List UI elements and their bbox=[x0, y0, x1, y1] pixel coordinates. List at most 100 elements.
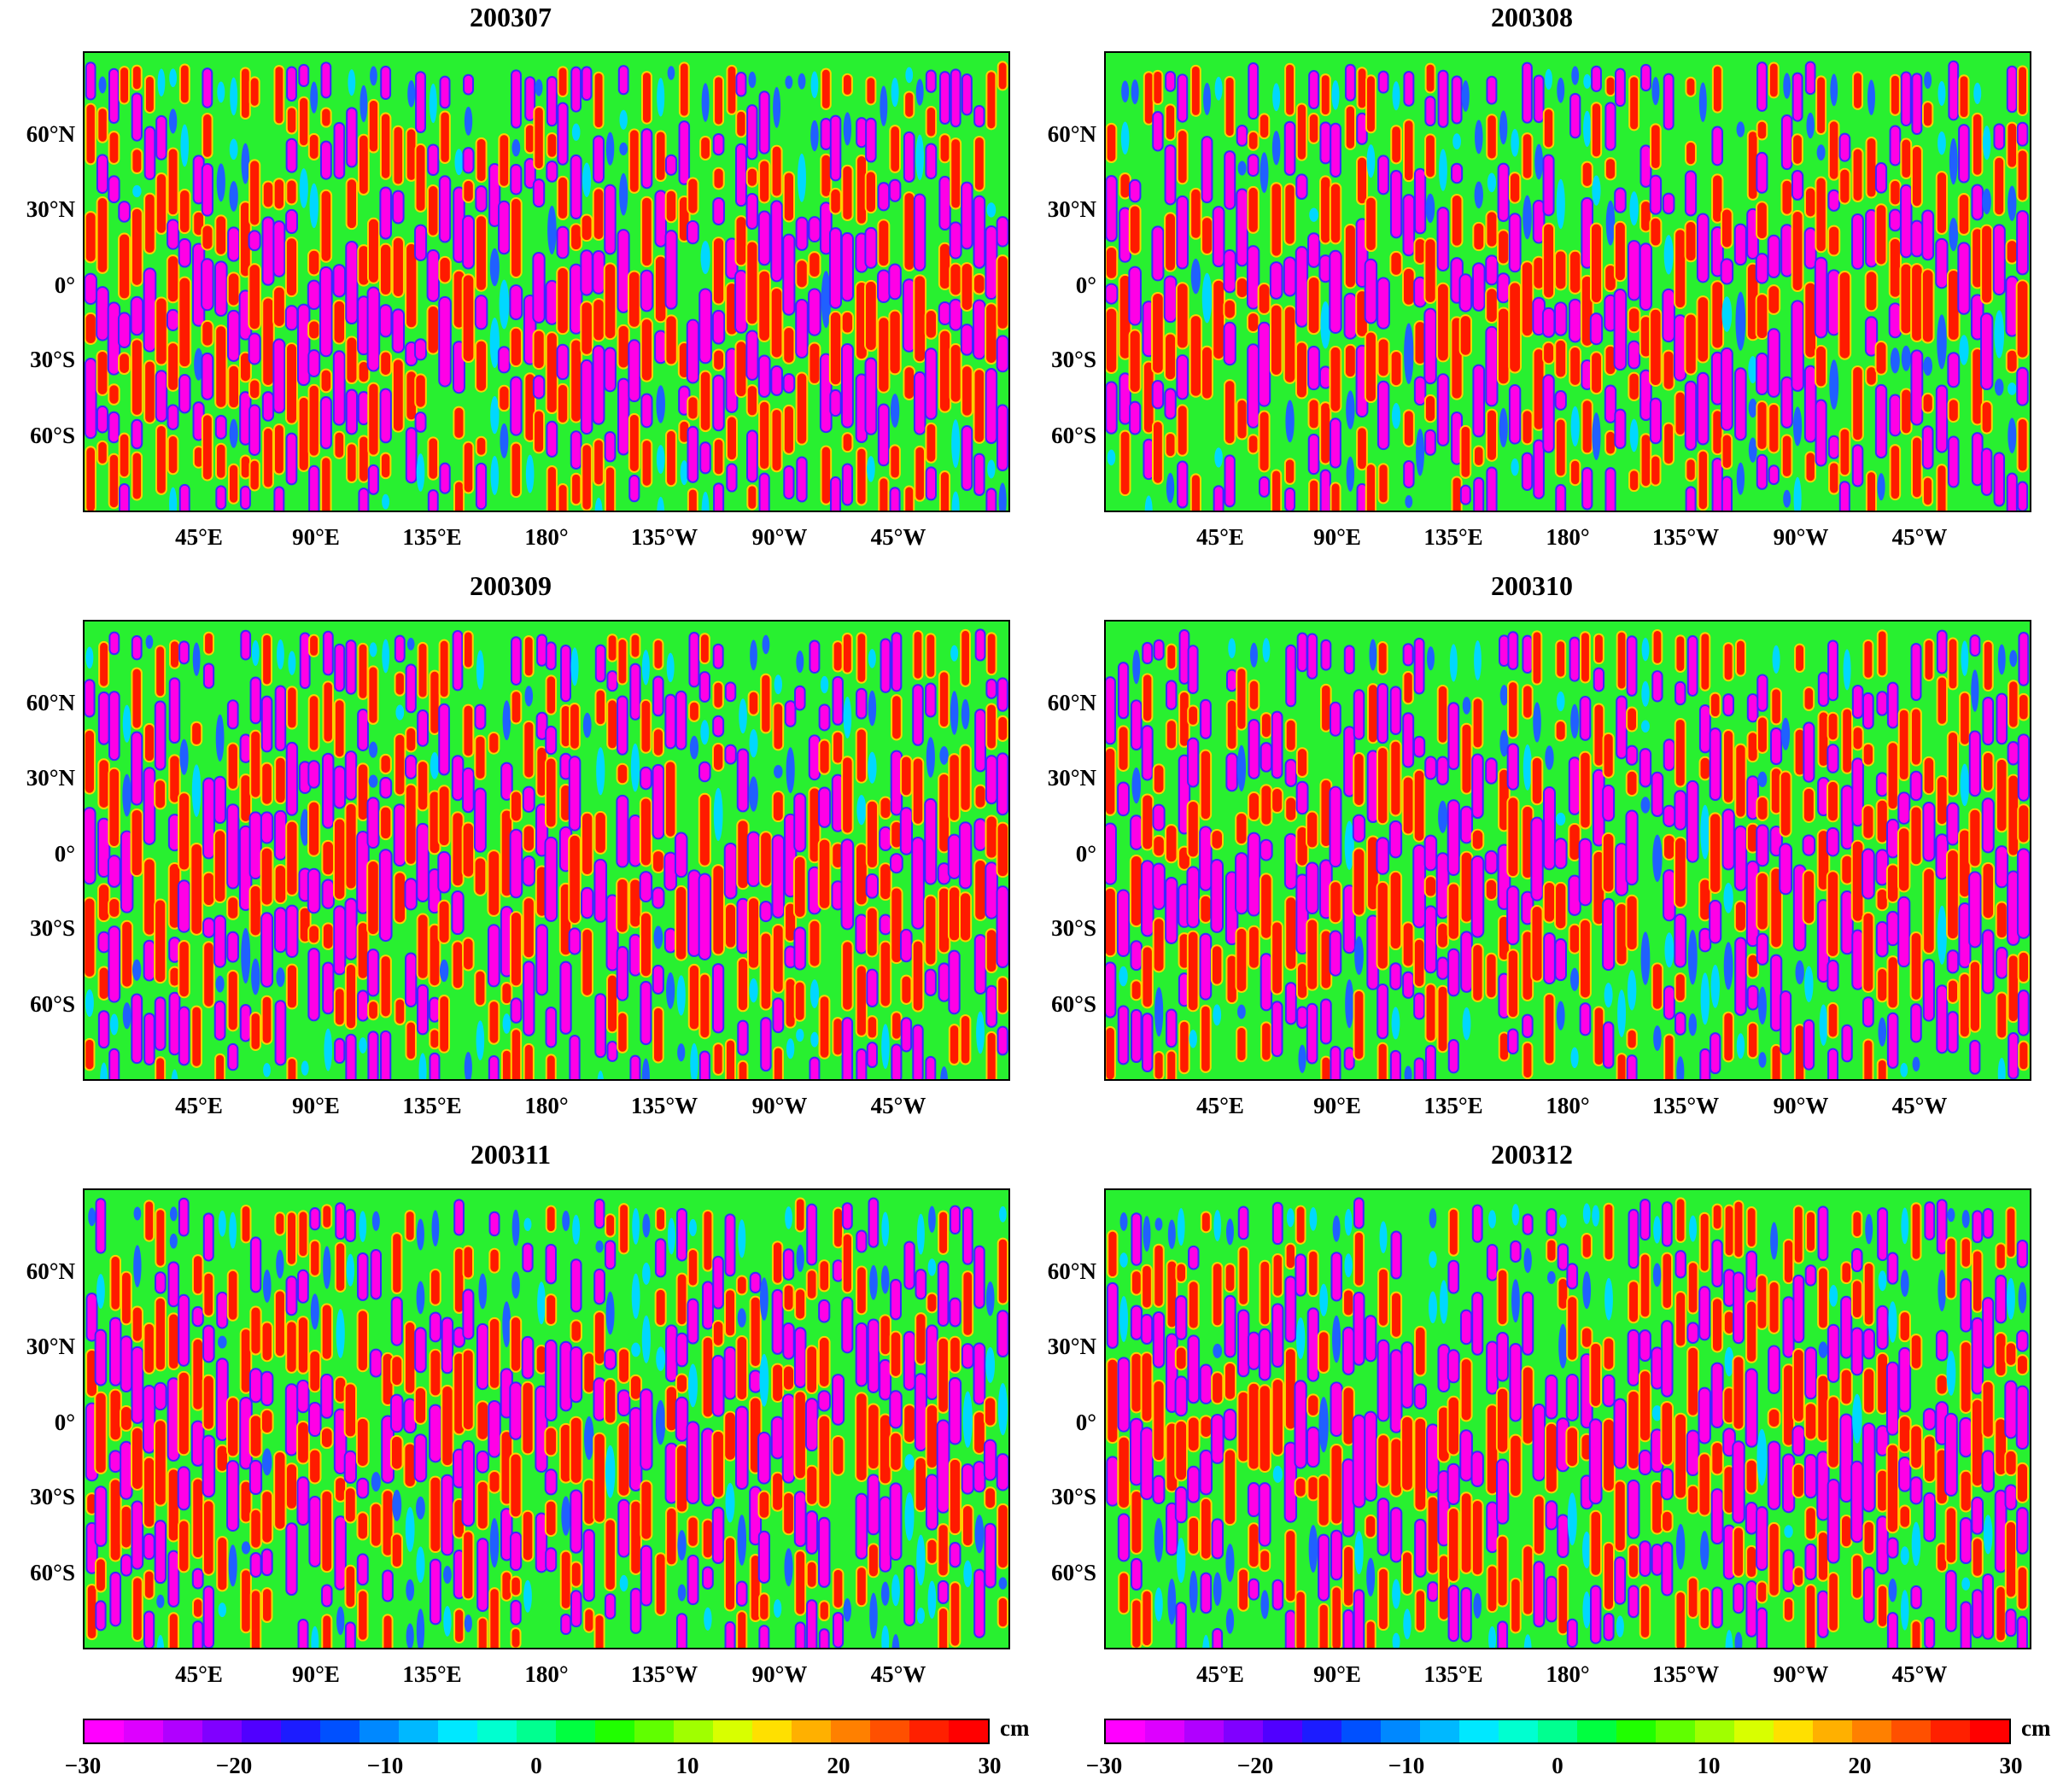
colorbar-swatch bbox=[202, 1720, 243, 1742]
longitude-label: 90°W bbox=[1773, 1661, 1829, 1687]
colorbar-tick-label: −20 bbox=[1236, 1753, 1274, 1778]
map-panel: 200307 60°N 30°N 0° 30°S 60°S 45°E 90°E 135°E 180… bbox=[0, 0, 1021, 563]
colorbar-tick-label: 30 bbox=[1999, 1753, 2023, 1778]
longitude-label: 90°W bbox=[751, 1093, 808, 1118]
colorbar-swatch bbox=[1616, 1720, 1657, 1742]
longitude-label: 45°E bbox=[175, 524, 223, 550]
anomaly-field bbox=[1106, 1190, 2030, 1648]
latitude-label: 30°N bbox=[26, 196, 75, 222]
latitude-label: 60°N bbox=[26, 1258, 75, 1284]
latitude-label: 60°S bbox=[30, 1560, 75, 1585]
latitude-label: 0° bbox=[1075, 841, 1096, 867]
latitude-label: 60°S bbox=[1051, 991, 1096, 1017]
colorbar-tick-label: 0 bbox=[530, 1753, 542, 1778]
colorbar-swatch bbox=[517, 1720, 557, 1742]
colorbar-swatch bbox=[870, 1720, 910, 1742]
colorbar-swatch bbox=[634, 1720, 675, 1742]
map-plot bbox=[1104, 1188, 2031, 1649]
longitude-label: 45°W bbox=[1891, 524, 1948, 550]
colorbar-tick-label: −20 bbox=[215, 1753, 253, 1778]
colorbar-swatch bbox=[1813, 1720, 1853, 1742]
colorbar-swatch bbox=[438, 1720, 478, 1742]
map-panel: 200311 60°N 30°N 0° 30°S 60°S 45°E 90°E 135°E 180… bbox=[0, 1137, 1021, 1701]
longitude-label: 90°W bbox=[1773, 1093, 1829, 1118]
colorbar-swatch bbox=[1106, 1720, 1146, 1742]
latitude-label: 30°S bbox=[30, 347, 75, 372]
colorbar-tick-label: 20 bbox=[827, 1753, 850, 1778]
colorbar-tick-label: −10 bbox=[1388, 1753, 1425, 1778]
longitude-label: 45°W bbox=[870, 524, 926, 550]
colorbar-tick-label: 10 bbox=[675, 1753, 699, 1778]
colorbar-tick-label: −30 bbox=[1085, 1753, 1123, 1778]
panel-title: 200307 bbox=[470, 2, 552, 32]
colorbar-swatch bbox=[1381, 1720, 1421, 1742]
map-panel: 200309 60°N 30°N 0° 30°S 60°S 45°E 90°E 135°E 180… bbox=[0, 569, 1021, 1132]
colorbar-swatch bbox=[595, 1720, 635, 1742]
longitude-label: 135°E bbox=[1423, 1093, 1483, 1118]
colorbar-swatch bbox=[1420, 1720, 1460, 1742]
colorbar-tick-label: −30 bbox=[64, 1753, 102, 1778]
colorbar-swatch bbox=[792, 1720, 832, 1742]
longitude-label: 135°E bbox=[1423, 1661, 1483, 1687]
colorbar-swatch bbox=[1538, 1720, 1578, 1742]
latitude-label: 30°N bbox=[26, 1334, 75, 1359]
longitude-label: 135°W bbox=[1651, 1661, 1720, 1687]
longitude-label: 90°E bbox=[292, 1093, 340, 1118]
map-plot bbox=[83, 620, 1010, 1081]
colorbar-swatch bbox=[1341, 1720, 1382, 1742]
longitude-label: 90°E bbox=[1313, 524, 1361, 550]
anomaly-field bbox=[85, 1190, 1008, 1648]
longitude-label: 180° bbox=[1546, 524, 1590, 550]
longitude-label: 135°W bbox=[630, 524, 698, 550]
colorbar-swatch bbox=[1263, 1720, 1303, 1742]
map-panel: 200308 60°N 30°N 0° 30°S 60°S 45°E 90°E 135°E 180… bbox=[1021, 0, 2043, 563]
longitude-label: 90°E bbox=[292, 524, 340, 550]
longitude-label: 135°E bbox=[402, 1661, 462, 1687]
colorbar-swatch bbox=[674, 1720, 714, 1742]
longitude-label: 135°E bbox=[402, 1093, 462, 1118]
longitude-label: 90°W bbox=[751, 524, 808, 550]
colorbar-swatch bbox=[477, 1720, 517, 1742]
longitude-label: 135°W bbox=[630, 1093, 698, 1118]
map-plot bbox=[83, 51, 1010, 512]
colorbar-swatch bbox=[320, 1720, 360, 1742]
latitude-label: 30°S bbox=[1051, 1484, 1096, 1509]
longitude-label: 90°E bbox=[1313, 1093, 1361, 1118]
latitude-label: 0° bbox=[1075, 272, 1096, 298]
colorbar-swatch bbox=[1734, 1720, 1774, 1742]
colorbar-swatch bbox=[713, 1720, 753, 1742]
colorbar-swatch bbox=[1970, 1720, 2009, 1742]
latitude-label: 30°N bbox=[1047, 765, 1096, 791]
latitude-label: 60°S bbox=[30, 991, 75, 1017]
latitude-label: 60°S bbox=[1051, 423, 1096, 448]
latitude-label: 60°N bbox=[1047, 121, 1096, 147]
map-plot bbox=[83, 1188, 1010, 1649]
latitude-label: 0° bbox=[54, 1410, 75, 1435]
longitude-label: 45°W bbox=[1891, 1661, 1948, 1687]
longitude-label: 90°W bbox=[1773, 524, 1829, 550]
panel-title: 200312 bbox=[1491, 1139, 1573, 1170]
longitude-label: 45°W bbox=[870, 1093, 926, 1118]
longitude-label: 180° bbox=[524, 524, 569, 550]
longitude-label: 45°E bbox=[1196, 1093, 1244, 1118]
colorbar-swatch bbox=[359, 1720, 400, 1742]
colorbar-swatch bbox=[752, 1720, 792, 1742]
colorbar-swatch bbox=[281, 1720, 321, 1742]
latitude-label: 30°N bbox=[1047, 196, 1096, 222]
colorbar-swatch bbox=[1459, 1720, 1499, 1742]
longitude-label: 180° bbox=[524, 1661, 569, 1687]
colorbar-swatch bbox=[242, 1720, 282, 1742]
latitude-label: 0° bbox=[54, 841, 75, 867]
longitude-label: 45°W bbox=[870, 1661, 926, 1687]
colorbar-swatch bbox=[1774, 1720, 1814, 1742]
panel-title: 200310 bbox=[1491, 570, 1573, 601]
colorbar-swatch bbox=[1184, 1720, 1224, 1742]
longitude-label: 135°W bbox=[1651, 1093, 1720, 1118]
colorbar-swatch bbox=[909, 1720, 950, 1742]
latitude-label: 30°S bbox=[1051, 347, 1096, 372]
anomaly-field bbox=[1106, 622, 2030, 1079]
colorbar-swatch bbox=[124, 1720, 164, 1742]
colorbar-swatch bbox=[399, 1720, 439, 1742]
panel-title: 200308 bbox=[1491, 2, 1573, 32]
colorbar-tick-label: 30 bbox=[978, 1753, 1002, 1778]
